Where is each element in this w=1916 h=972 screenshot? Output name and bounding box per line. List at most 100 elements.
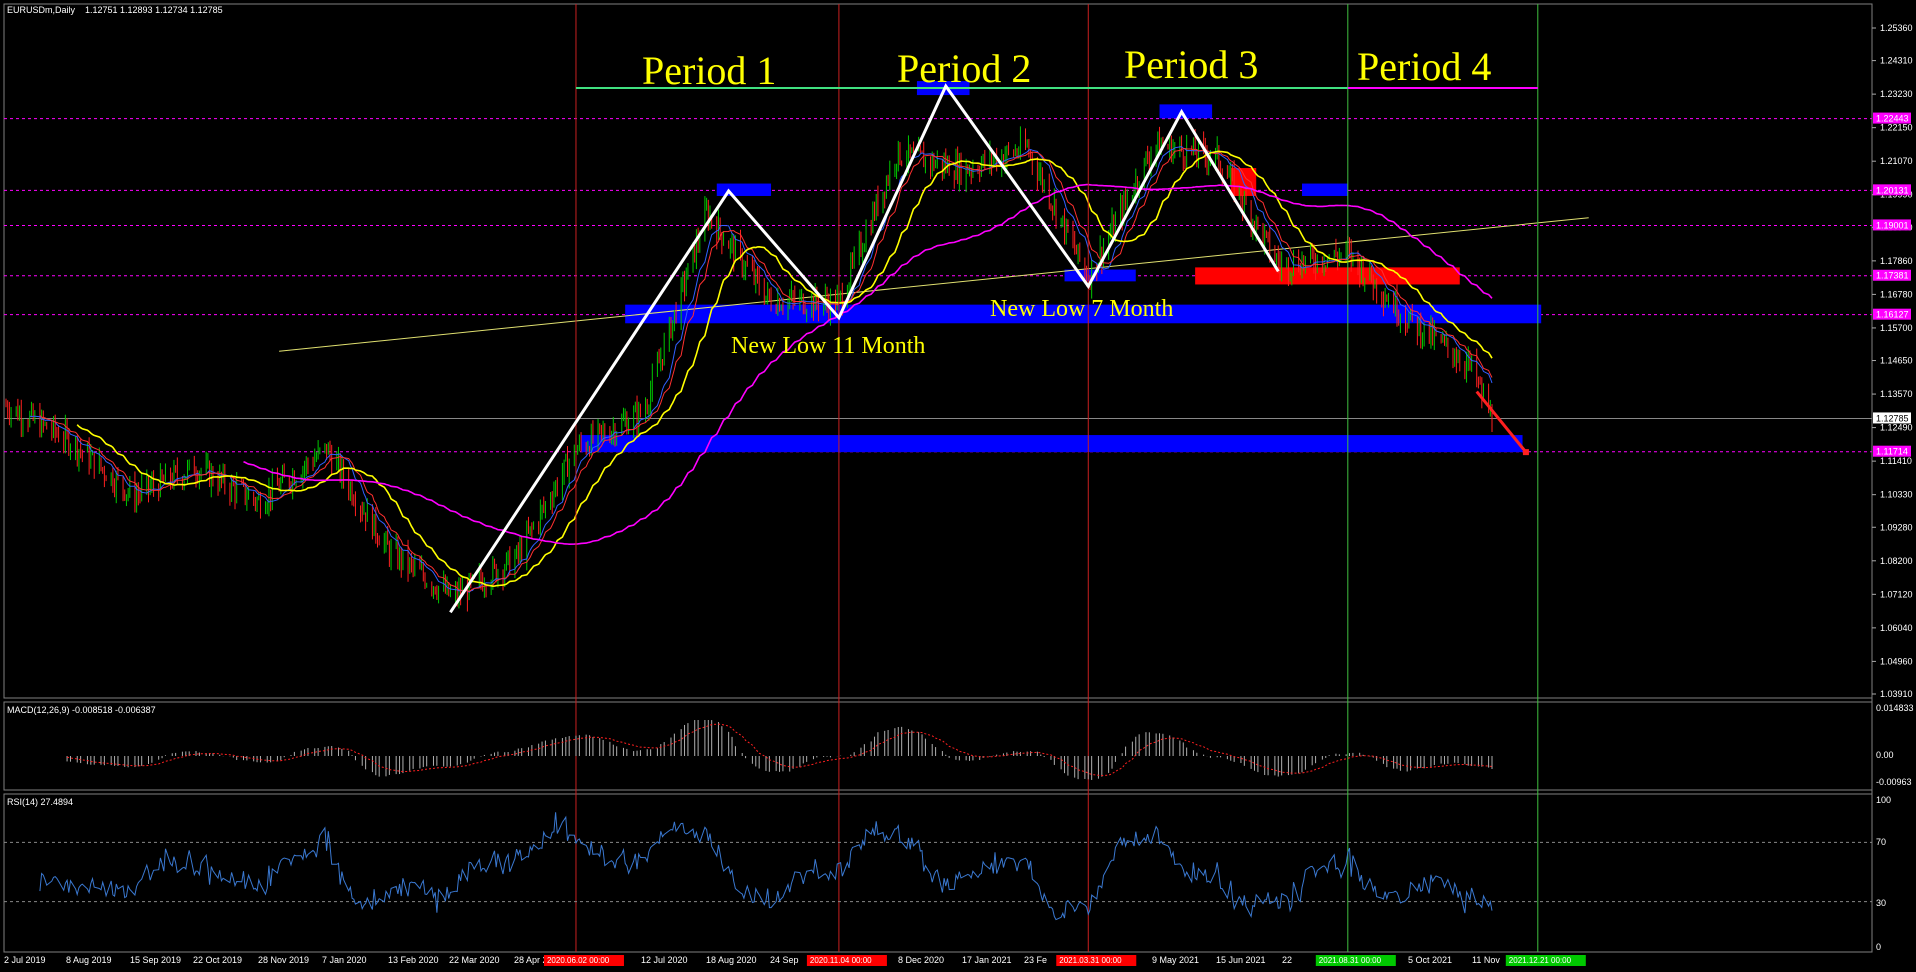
time-axis-label: 18 Aug 2020 [706,955,757,965]
time-tag-bg [1505,955,1586,966]
price-marker-label: 1.12785 [1876,413,1909,423]
price-marker-bg [1873,269,1911,281]
price-axis-label: 1.15700 [1880,323,1913,333]
rsi-axis-100: 100 [1876,795,1891,805]
time-tag-label: 2020.06.02 00:00 [547,956,610,965]
new-low-11-month-label: New Low 11 Month [731,333,925,359]
time-tag-label: 2021.03.31 00:00 [1059,956,1122,965]
price-axis-label: 1.24310 [1880,56,1913,66]
price-axis-label: 1.17860 [1880,256,1913,266]
macd-histogram [66,720,1493,780]
time-axis-label: 24 Sep [770,955,799,965]
time-tag-bg [806,955,887,966]
price-marker-bg [1873,308,1911,320]
time-axis-label: 9 May 2021 [1152,955,1199,965]
chart-ohlc-values: 1.12751 1.12893 1.12734 1.12785 [85,5,223,15]
macd-pane[interactable] [3,701,1873,791]
ma-yellow [76,150,1493,588]
macd-axis-bottom: -0.00963 [1876,777,1912,787]
macd-axis-top: 0.014833 [1876,703,1914,713]
zigzag-line [449,83,1280,614]
time-axis-label: 15 Sep 2019 [130,955,181,965]
time-axis-label: 8 Dec 2020 [898,955,944,965]
zigzag [449,83,1529,614]
period-4-label: Period 4 [1357,44,1491,89]
time-tag-label: 2021.08.31 00:00 [1319,956,1382,965]
main-price-pane[interactable] [3,3,1873,699]
price-axis-label: 1.23230 [1880,89,1913,99]
price-axis-label: 1.03910 [1880,689,1913,699]
time-tag-bg [543,955,624,966]
price-axis-label: 1.12490 [1880,423,1913,433]
moving-averages [29,146,1493,593]
price-markers: 1.22443 1.20131 1.19001 1.17381 1.16127 1.127… [1873,112,1911,457]
price-marker-label: 1.11714 [1876,447,1908,457]
ma-red [39,147,1493,593]
zone-5 [1064,269,1136,282]
time-axis-label: 5 Oct 2021 [1408,955,1452,965]
time-axis-label: 17 Jan 2021 [962,955,1012,965]
time-axis-label: 13 Feb 2020 [388,955,439,965]
price-axis-label: 1.16780 [1880,289,1913,299]
zone-4 [1159,104,1213,119]
rsi-axis-70: 70 [1876,837,1886,847]
price-marker-bg [1873,445,1911,457]
time-axis-label: 22 Mar 2020 [449,955,500,965]
price-marker-bg [1873,184,1911,196]
period-1-label: Period 1 [642,48,776,93]
chart-symbol-title: EURUSDm,Daily [7,5,76,15]
ma-magenta [243,183,1493,546]
period-dividers [575,4,1539,952]
time-axis-label: 23 Fe [1024,955,1047,965]
price-axis-label: 1.22150 [1880,123,1913,133]
time-axis-label: 12 Jul 2020 [641,955,688,965]
rsi-axis-30: 30 [1876,898,1886,908]
macd-signal-line [66,723,1493,777]
price-axis-label: 1.06040 [1880,623,1913,633]
price-marker-bg [1873,412,1911,424]
time-tag-label: 2021.12.21 00:00 [1509,956,1572,965]
macd-title: MACD(12,26,9) -0.008518 -0.006387 [7,705,156,715]
price-marker-label: 1.16127 [1876,310,1909,320]
red-arrow [1475,390,1528,454]
price-marker-label: 1.17381 [1876,271,1909,281]
price-axis-label: 1.11410 [1880,456,1912,466]
price-marker-label: 1.22443 [1876,114,1909,124]
macd-axis-zero: 0.00 [1876,750,1894,760]
price-marker-bg [1873,112,1911,124]
price-axis-label: 1.08200 [1880,556,1913,566]
time-tag-bg [1056,955,1137,966]
time-axis-label: 15 Jun 2021 [1216,955,1266,965]
time-axis-label: 8 Aug 2019 [66,955,112,965]
time-axis-label: 2 Jul 2019 [4,955,46,965]
price-axis-label: 1.09280 [1880,522,1913,532]
price-axis-label: 1.07120 [1880,589,1913,599]
zone-1 [581,435,1523,453]
zones [279,81,1589,453]
horizontal-levels [4,118,1872,453]
rsi-line-path [39,812,1493,921]
price-axis: 1.253601.243101.232301.221501.210701.199… [1872,23,1913,699]
price-axis-label: 1.10330 [1880,490,1913,500]
new-low-7-month-label: New Low 7 Month [990,296,1173,322]
price-axis-label: 1.21070 [1880,156,1913,166]
trend-line [279,217,1589,352]
zone-6 [1302,183,1348,196]
ma-fast-blue [29,146,1493,593]
time-axis-label: 22 [1282,955,1292,965]
period-2-label: Period 2 [897,46,1031,91]
price-marker-bg [1873,219,1911,231]
rsi-line [4,812,1872,921]
time-axis-label: 28 Apr 2020 [514,955,563,965]
price-axis-label: 1.13570 [1880,389,1913,399]
rsi-axis-0: 0 [1876,942,1881,952]
period-3-label: Period 3 [1124,42,1258,87]
price-axis-label: 1.14650 [1880,356,1913,366]
rsi-title: RSI(14) 27.4894 [7,797,73,807]
red-arrow-head [1522,449,1529,456]
time-axis-label: 28 Nov 2019 [258,955,309,965]
price-axis-label: 1.04960 [1880,656,1913,666]
time-tag-label: 2020.11.04 00:00 [810,956,872,965]
price-marker-label: 1.20131 [1876,185,1909,195]
